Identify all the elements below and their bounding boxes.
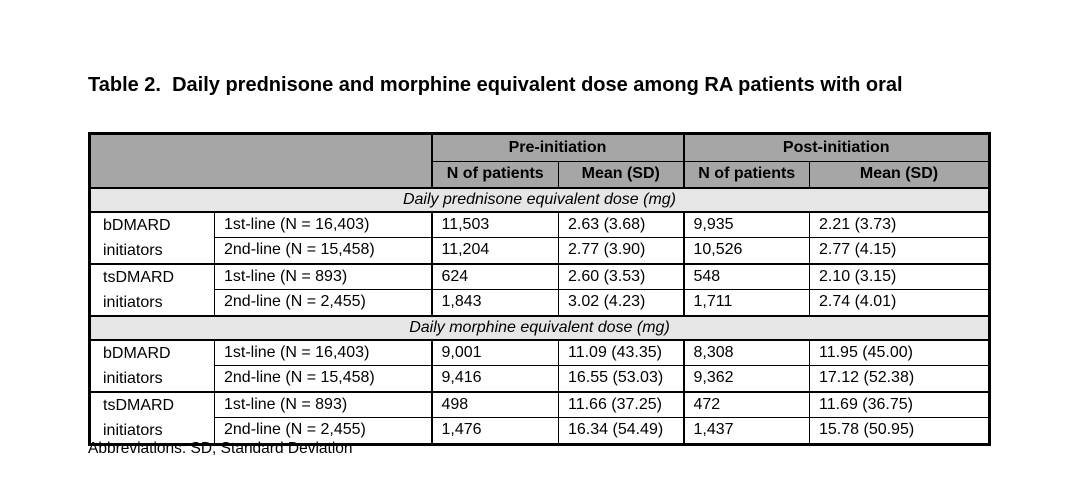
post-n-cell: 8,308 [682, 338, 810, 366]
dose-table: Pre-initiation Post-initiation N of pati… [88, 132, 991, 446]
post-mean-cell: 2.74 (4.01) [809, 289, 990, 316]
section-title: Daily prednisone equivalent dose (mg) [89, 186, 990, 213]
section-row-prednisone: Daily prednisone equivalent dose (mg) [89, 186, 990, 213]
table-row: bDMARD initiators 1st-line (N = 16,403) … [89, 338, 990, 392]
post-mean-cell: 17.12 (52.38) [809, 365, 990, 392]
post-mean-cell: 2.10 (3.15) [809, 262, 990, 290]
abbreviations-note: Abbreviations: SD, Standard Deviation [88, 440, 353, 457]
post-n-cell: 10,526 [682, 237, 810, 264]
table-row: bDMARD initiators 1st-line (N = 16,403) … [89, 210, 990, 264]
post-mean-cell: 2.21 (3.73) [809, 210, 990, 238]
line-label-cell: 1st-line (N = 893) [214, 262, 432, 290]
header-post-n-of-patients: N of patients [682, 161, 810, 189]
post-mean-cell: 2.77 (4.15) [809, 237, 990, 264]
pre-mean-cell: 2.60 (3.53) [558, 262, 684, 290]
header-empty-cell [89, 133, 433, 188]
pre-n-cell: 1,843 [430, 289, 559, 316]
line-label-cell: 2nd-line (N = 15,458) [214, 365, 432, 392]
pre-n-cell: 9,416 [430, 365, 559, 392]
pre-n-cell: 11,503 [430, 210, 559, 238]
pre-mean-cell: 2.63 (3.68) [558, 210, 684, 238]
line-label-cell: 1st-line (N = 893) [214, 390, 432, 419]
header-pre-n-of-patients: N of patients [430, 161, 559, 189]
line-label-cell: 2nd-line (N = 2,455) [214, 417, 432, 445]
pre-mean-cell: 11.09 (43.35) [558, 338, 684, 366]
caption-line-1: Table 2. Daily prednisone and morphine e… [88, 74, 903, 96]
pre-n-cell: 9,001 [430, 338, 559, 366]
post-n-cell: 9,362 [682, 365, 810, 392]
pre-mean-cell: 2.77 (3.90) [558, 237, 684, 264]
header-row-sub: N of patients Mean (SD) N of patients Me… [90, 161, 990, 189]
pre-n-cell: 498 [430, 390, 559, 419]
post-mean-cell: 11.95 (45.00) [809, 338, 990, 366]
table-row: tsDMARD initiators 1st-line (N = 893) 49… [89, 390, 990, 445]
section-title: Daily morphine equivalent dose (mg) [89, 314, 990, 341]
header-post-initiation: Post-initiation [682, 133, 990, 162]
line-label-cell: 2nd-line (N = 15,458) [214, 237, 432, 264]
table-row: 2nd-line (N = 15,458) 9,416 16.55 (53.03… [89, 365, 990, 392]
header-pre-initiation: Pre-initiation [430, 133, 684, 162]
pre-mean-cell: 16.34 (54.49) [558, 417, 684, 445]
header-pre-mean-sd: Mean (SD) [558, 161, 684, 189]
group-label: tsDMARD initiators [89, 262, 215, 316]
pre-n-cell: 624 [430, 262, 559, 290]
post-mean-cell: 11.69 (36.75) [809, 390, 990, 419]
pre-n-cell: 11,204 [430, 237, 559, 264]
section-row-morphine: Daily morphine equivalent dose (mg) [89, 314, 990, 341]
group-label: bDMARD initiators [89, 338, 215, 392]
post-n-cell: 1,711 [682, 289, 810, 316]
header-row-top: Pre-initiation Post-initiation [89, 133, 990, 188]
post-n-cell: 548 [682, 262, 810, 290]
pre-n-cell: 1,476 [430, 417, 559, 445]
line-label-cell: 1st-line (N = 16,403) [214, 210, 432, 238]
table-row: 2nd-line (N = 2,455) 1,476 16.34 (54.49)… [89, 417, 990, 445]
post-n-cell: 472 [682, 390, 810, 419]
pre-mean-cell: 16.55 (53.03) [558, 365, 684, 392]
post-mean-cell: 15.78 (50.95) [809, 417, 990, 445]
group-label: bDMARD initiators [89, 210, 215, 264]
table-row: 2nd-line (N = 2,455) 1,843 3.02 (4.23) 1… [89, 289, 990, 316]
line-label-cell: 1st-line (N = 16,403) [214, 338, 432, 366]
post-n-cell: 1,437 [682, 417, 810, 445]
pre-mean-cell: 3.02 (4.23) [558, 289, 684, 316]
header-post-mean-sd: Mean (SD) [809, 161, 990, 189]
line-label-cell: 2nd-line (N = 2,455) [214, 289, 432, 316]
pre-mean-cell: 11.66 (37.25) [558, 390, 684, 419]
table-row: 2nd-line (N = 15,458) 11,204 2.77 (3.90)… [89, 237, 990, 264]
post-n-cell: 9,935 [682, 210, 810, 238]
group-label: tsDMARD initiators [89, 390, 215, 445]
table-row: tsDMARD initiators 1st-line (N = 893) 62… [89, 262, 990, 316]
